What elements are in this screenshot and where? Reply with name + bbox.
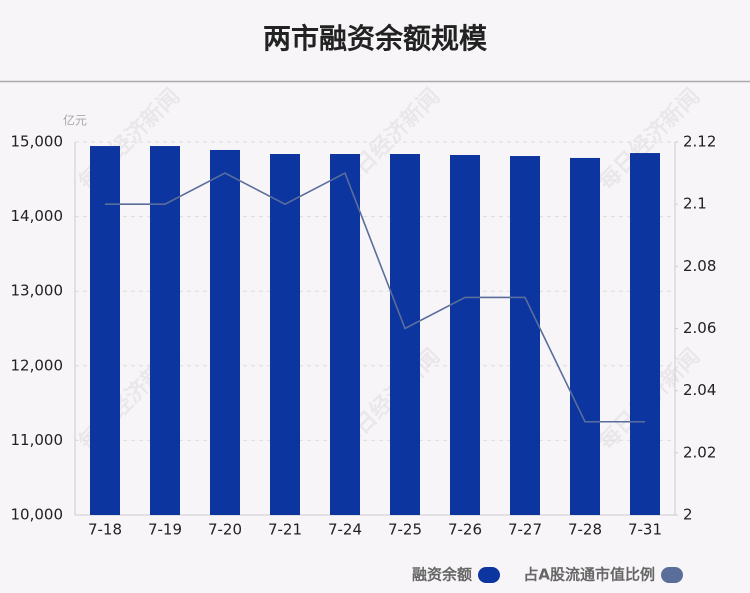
bar <box>570 157 600 515</box>
x-tick-label: 7-26 <box>448 521 482 539</box>
x-tick-label: 7-20 <box>208 521 242 539</box>
bar <box>210 149 240 516</box>
chart-title: 两市融资余额规模 <box>263 22 488 55</box>
x-tick-label: 7-18 <box>88 521 122 539</box>
y-tick-label: 11,000 <box>11 431 64 449</box>
x-tick-label: 7-27 <box>508 521 542 539</box>
y-tick-label: 13,000 <box>11 282 64 300</box>
x-tick-label: 7-28 <box>568 521 602 539</box>
y-tick-label: 12,000 <box>11 356 64 374</box>
y-tick-label: 14,000 <box>11 207 64 225</box>
bar <box>630 153 660 515</box>
x-tick-label: 7-31 <box>628 521 662 539</box>
unit-label: 亿元 <box>63 113 87 128</box>
y2-tick-label: 2.06 <box>683 319 716 337</box>
x-tick-label: 7-21 <box>268 521 302 539</box>
bar <box>390 154 420 515</box>
legend-swatch <box>661 567 683 583</box>
y-tick-label: 15,000 <box>11 133 64 151</box>
bar <box>270 154 300 515</box>
y2-tick-label: 2.12 <box>683 133 716 151</box>
bar <box>150 146 180 516</box>
y2-tick-label: 2.02 <box>683 443 716 461</box>
x-tick-label: 7-19 <box>148 521 182 539</box>
y2-tick-label: 2.04 <box>683 381 716 399</box>
legend-swatch <box>478 567 500 583</box>
bar <box>450 154 480 515</box>
bar <box>330 154 360 515</box>
y2-tick-label: 2.1 <box>683 195 707 213</box>
x-tick-label: 7-24 <box>328 521 362 539</box>
y-tick-label: 10,000 <box>11 506 64 524</box>
legend-label: 占A股流通市值比例 <box>523 566 655 584</box>
y2-tick-label: 2 <box>683 506 693 524</box>
x-tick-label: 7-25 <box>388 521 422 539</box>
bar <box>510 156 540 516</box>
legend-label: 融资余额 <box>412 566 472 584</box>
bar <box>90 146 120 516</box>
line <box>105 171 645 423</box>
y2-tick-label: 2.08 <box>683 257 716 275</box>
